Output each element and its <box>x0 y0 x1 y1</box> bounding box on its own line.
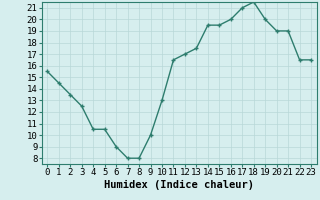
X-axis label: Humidex (Indice chaleur): Humidex (Indice chaleur) <box>104 180 254 190</box>
